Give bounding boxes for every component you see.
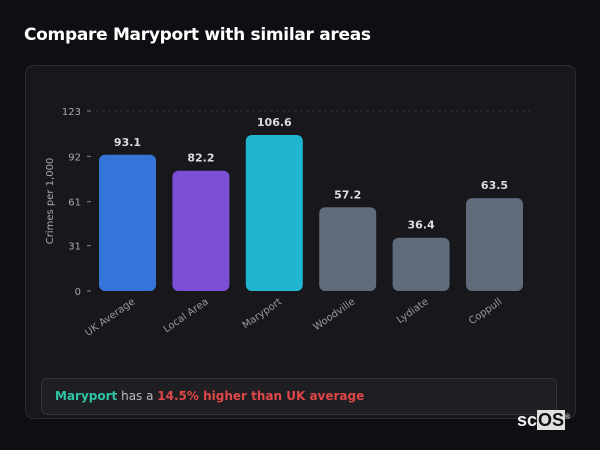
summary-text: has a <box>117 389 158 403</box>
summary-note: Maryport has a 14.5% higher than UK aver… <box>41 378 557 415</box>
data-label: 63.5 <box>481 179 508 192</box>
x-tick-label: UK Average <box>83 296 137 338</box>
y-tick-label: 31 <box>68 242 81 253</box>
x-tick-label: Maryport <box>241 296 284 331</box>
data-label: 106.6 <box>257 116 292 129</box>
page-title: Compare Maryport with similar areas <box>24 25 371 45</box>
y-tick-label: 61 <box>68 198 81 209</box>
y-tick-label: 92 <box>68 152 81 163</box>
x-tick-label: Woodville <box>312 296 358 333</box>
summary-comparison: 14.5% higher than UK average <box>157 389 365 403</box>
y-axis-label: Crimes per 1,000 <box>45 158 56 245</box>
scos-logo: scOS® <box>517 410 571 430</box>
y-tick-label: 123 <box>62 107 81 118</box>
data-label: 36.4 <box>408 219 435 232</box>
bar-uk-average[interactable] <box>99 154 156 291</box>
data-label: 57.2 <box>334 188 361 201</box>
bar-lydiate[interactable] <box>392 237 450 291</box>
bar-local-area[interactable] <box>172 170 230 291</box>
bar-coppull[interactable] <box>466 198 523 291</box>
x-tick-label: Lydiate <box>395 296 431 326</box>
data-label: 93.1 <box>114 136 141 149</box>
summary-area: Maryport <box>55 389 118 403</box>
x-tick-label: Coppull <box>467 296 504 327</box>
bar-woodville[interactable] <box>319 207 377 291</box>
y-tick-label: 0 <box>75 287 81 298</box>
x-tick-label: Local Area <box>162 296 211 335</box>
bar-maryport[interactable] <box>245 135 303 291</box>
data-label: 82.2 <box>187 152 214 165</box>
